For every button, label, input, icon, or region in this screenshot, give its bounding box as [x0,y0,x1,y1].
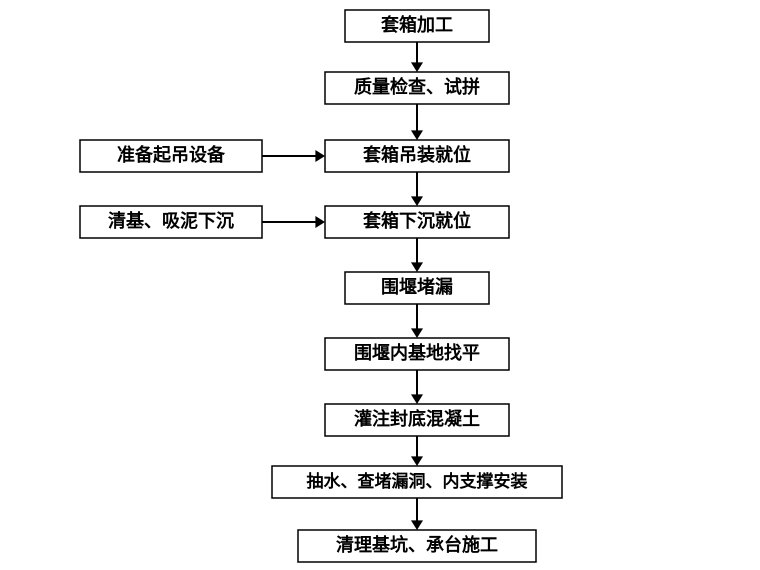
flownode-n8: 抽水、查堵漏洞、内支撑安装 [272,466,562,498]
flownode-n4-label: 套箱下沉就位 [363,210,471,231]
flownode-n9: 清理基坑、承台施工 [298,530,536,562]
flownode-n6: 围堰内基地找平 [325,338,509,370]
flownode-n6-label: 围堰内基地找平 [354,342,480,363]
flownode-n3-label: 套箱吊装就位 [363,144,471,165]
flownode-n4: 套箱下沉就位 [325,206,509,238]
flownode-n1: 套箱加工 [345,10,489,42]
flownode-n3: 套箱吊装就位 [325,140,509,172]
flowchart-svg: 套箱加工质量检查、试拼套箱吊装就位套箱下沉就位围堰堵漏围堰内基地找平灌注封底混凝… [0,0,760,570]
flownode-s1-label: 准备起吊设备 [117,144,226,165]
flownode-n1-label: 套箱加工 [381,14,453,35]
flownode-n5-label: 围堰堵漏 [381,276,453,297]
flownode-n2-label: 质量检查、试拼 [354,76,480,97]
flownode-n7-label: 灌注封底混凝土 [354,408,480,429]
flownode-s2: 清基、吸泥下沉 [80,206,262,238]
flownode-n7: 灌注封底混凝土 [325,404,509,436]
flownode-s2-label: 清基、吸泥下沉 [108,210,234,231]
flownode-s1: 准备起吊设备 [80,140,262,172]
flownode-n8-label: 抽水、查堵漏洞、内支撑安装 [307,471,528,491]
flownode-n2: 质量检查、试拼 [325,72,509,104]
flownode-n5: 围堰堵漏 [345,272,489,304]
flownode-n9-label: 清理基坑、承台施工 [336,534,498,555]
